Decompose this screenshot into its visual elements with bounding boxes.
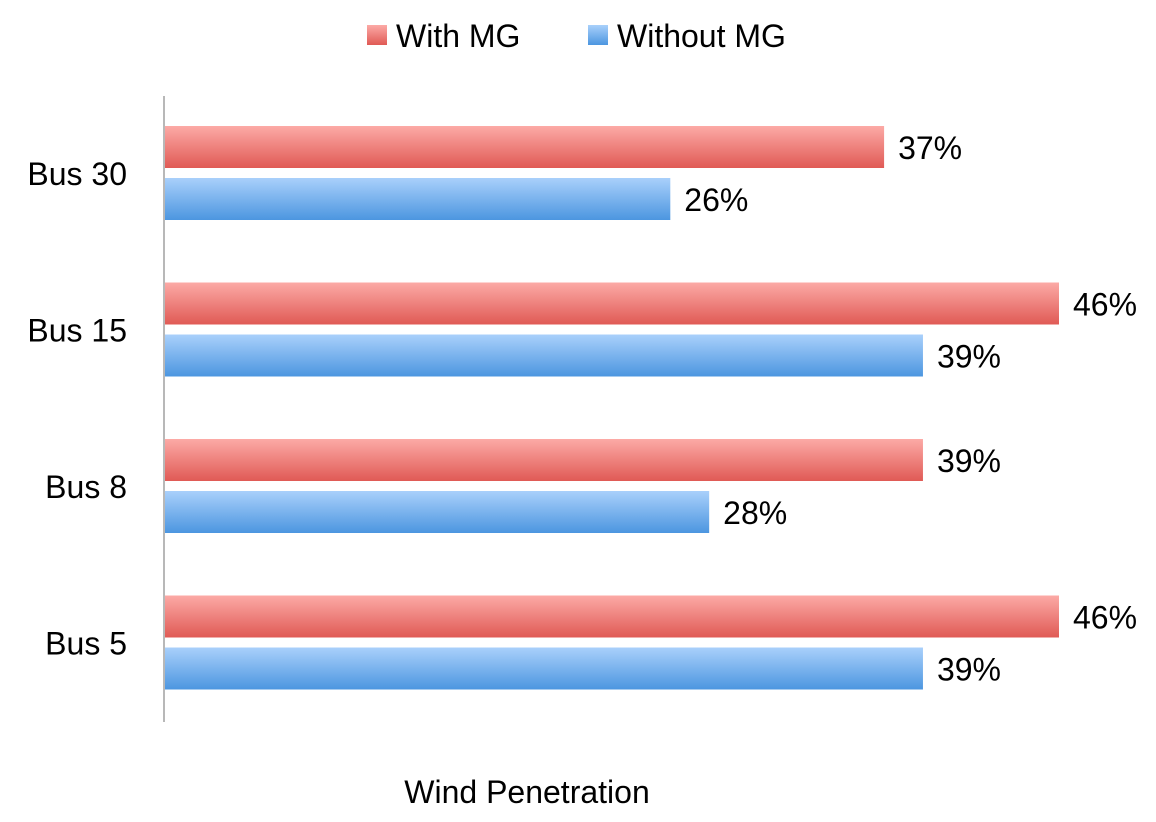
bar-with-mg-bus-30 — [165, 126, 885, 168]
bar-with-mg-bus-5 — [165, 595, 1059, 638]
data-label-with-mg-bus-5: 46% — [1073, 600, 1137, 636]
bar-with-mg-bus-8 — [165, 439, 923, 481]
legend-swatch-with-mg — [367, 25, 387, 45]
legend: With MG Without MG — [367, 18, 786, 54]
legend-swatch-without-mg — [588, 25, 608, 45]
data-label-with-mg-bus-15: 46% — [1073, 287, 1137, 323]
category-label-bus-5: Bus 5 — [45, 626, 127, 662]
bar-without-mg-bus-30 — [165, 178, 671, 220]
data-labels: 37% 26% 46% 39% 39% 28% 46% 39% — [684, 130, 1137, 688]
legend-label-with-mg: With MG — [396, 18, 520, 54]
category-label-bus-15: Bus 15 — [27, 313, 127, 349]
bars — [165, 126, 1059, 690]
bar-without-mg-bus-15 — [165, 334, 923, 377]
bar-without-mg-bus-8 — [165, 491, 710, 533]
category-labels: Bus 30 Bus 15 Bus 8 Bus 5 — [27, 156, 127, 662]
data-label-with-mg-bus-8: 39% — [937, 443, 1001, 479]
bar-with-mg-bus-15 — [165, 282, 1059, 325]
data-label-without-mg-bus-8: 28% — [723, 495, 787, 531]
data-label-without-mg-bus-15: 39% — [937, 339, 1001, 375]
data-label-with-mg-bus-30: 37% — [898, 130, 962, 166]
legend-label-without-mg: Without MG — [617, 18, 786, 54]
data-label-without-mg-bus-30: 26% — [684, 182, 748, 218]
data-label-without-mg-bus-5: 39% — [937, 652, 1001, 688]
category-label-bus-8: Bus 8 — [45, 469, 127, 505]
x-axis-title: Wind Penetration — [404, 774, 649, 810]
category-label-bus-30: Bus 30 — [27, 156, 127, 192]
bar-without-mg-bus-5 — [165, 647, 923, 690]
